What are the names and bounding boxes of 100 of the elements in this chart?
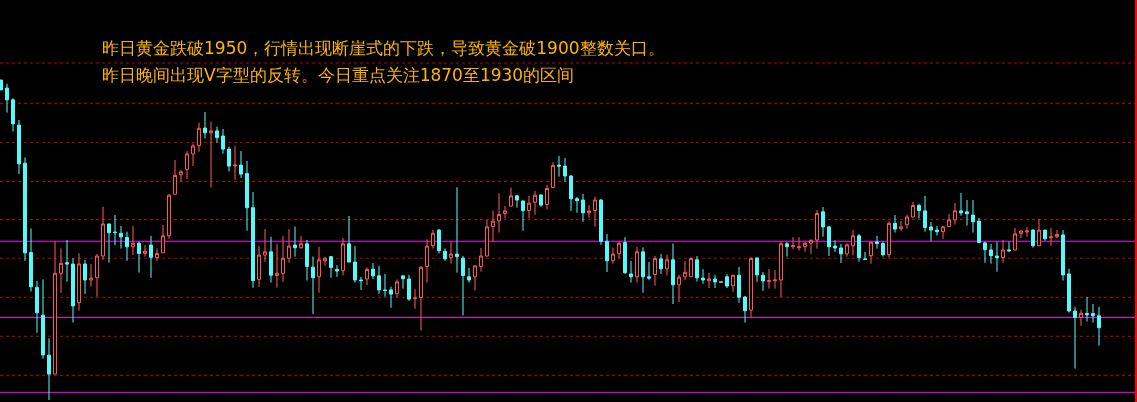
- candlestick: [11, 97, 15, 133]
- candlestick: [785, 241, 789, 258]
- candlestick: [677, 274, 681, 303]
- candlestick: [935, 225, 939, 237]
- candlestick: [767, 268, 771, 290]
- candlestick: [245, 160, 249, 232]
- candlestick: [833, 239, 837, 253]
- candlestick: [335, 264, 339, 278]
- candlestick: [275, 243, 279, 289]
- candlestick: [413, 288, 417, 310]
- candlestick: [629, 260, 633, 284]
- candlestick: [437, 228, 441, 254]
- candlestick: [965, 199, 969, 227]
- candlestick: [395, 278, 399, 298]
- candlestick: [941, 225, 945, 240]
- candlestick: [377, 265, 381, 295]
- candlestick: [179, 169, 183, 183]
- candlestick: [389, 286, 393, 309]
- candlestick: [953, 202, 957, 226]
- candlestick: [905, 214, 909, 230]
- candlestick: [425, 238, 429, 284]
- candlestick: [587, 204, 591, 219]
- candlestick: [959, 192, 963, 217]
- candlestick: [875, 235, 879, 250]
- candlestick: [401, 275, 405, 290]
- candlestick: [281, 235, 285, 283]
- candlestick: [755, 257, 759, 283]
- candlestick: [647, 261, 651, 281]
- candlestick: [113, 214, 117, 246]
- candlestick: [41, 278, 45, 360]
- candlestick: [923, 195, 927, 233]
- candlestick: [233, 145, 237, 181]
- candlestick: [869, 241, 873, 265]
- candlestick: [317, 246, 321, 294]
- candlestick: [971, 199, 975, 234]
- candlestick: [899, 220, 903, 232]
- candlestick: [485, 219, 489, 258]
- candlestick: [497, 192, 501, 234]
- candlestick: [1055, 229, 1059, 238]
- candlestick: [995, 241, 999, 273]
- candlestick: [515, 194, 519, 209]
- candlestick: [53, 240, 57, 375]
- candlestick: [1085, 296, 1089, 323]
- candlestick: [737, 266, 741, 304]
- candlestick: [683, 260, 687, 281]
- candlestick: [947, 213, 951, 228]
- candlestick: [203, 111, 207, 140]
- candlestick: [5, 83, 9, 114]
- candlestick: [461, 255, 465, 317]
- candlestick: [803, 241, 807, 253]
- candlestick: [239, 150, 243, 179]
- candlestick: [1097, 306, 1101, 347]
- candlestick: [725, 273, 729, 289]
- candlestick: [449, 240, 453, 265]
- candlestick: [911, 201, 915, 219]
- candlestick: [659, 253, 663, 275]
- candlestick: [989, 243, 993, 265]
- candlestick: [569, 174, 573, 212]
- candlestick: [917, 203, 921, 220]
- candlestick: [299, 235, 303, 250]
- candlestick: [929, 221, 933, 242]
- candlestick: [227, 146, 231, 173]
- candlestick: [257, 245, 261, 288]
- candlestick: [131, 225, 135, 256]
- candlestick: [443, 247, 447, 262]
- candlestick: [557, 155, 561, 178]
- candlestick: [815, 209, 819, 250]
- candlestick: [125, 231, 129, 262]
- candlestick: [1049, 227, 1053, 247]
- candlestick: [1073, 306, 1077, 370]
- candlestick: [743, 295, 747, 324]
- candlestick: [149, 235, 153, 279]
- candlestick: [881, 241, 885, 258]
- candlestick: [191, 142, 195, 167]
- candlestick: [167, 193, 171, 240]
- candlestick: [293, 226, 297, 258]
- candlestick: [329, 255, 333, 279]
- candlestick: [95, 253, 99, 298]
- candlestick: [71, 257, 75, 324]
- candlestick: [773, 269, 777, 290]
- candlestick: [563, 157, 567, 183]
- candlestick: [527, 195, 531, 220]
- candlestick: [215, 126, 219, 144]
- candlestick: [1079, 309, 1083, 327]
- candlestick: [209, 121, 213, 189]
- candlestick: [653, 255, 657, 287]
- candlestick: [977, 217, 981, 244]
- candlestick: [311, 256, 315, 315]
- candlestick: [827, 225, 831, 257]
- candlestick: [365, 267, 369, 286]
- candlestick: [599, 198, 603, 246]
- candlestick: [1067, 268, 1071, 314]
- candlestick: [107, 222, 111, 264]
- candlestick: [581, 193, 585, 223]
- candlestick: [695, 255, 699, 283]
- candlestick: [893, 214, 897, 234]
- candlestick: [545, 184, 549, 210]
- candlestick: [635, 246, 639, 284]
- candlestick: [419, 265, 423, 332]
- candlestick: [305, 239, 309, 282]
